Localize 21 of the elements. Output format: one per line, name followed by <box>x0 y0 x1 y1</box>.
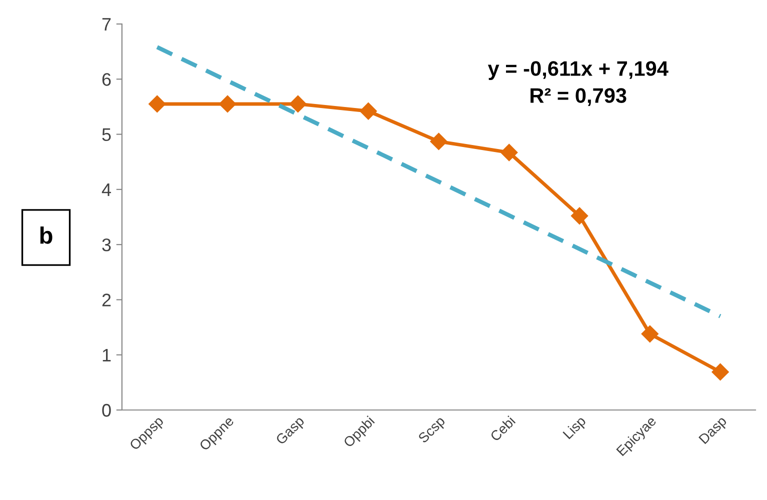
point <box>430 132 448 150</box>
point <box>218 95 236 113</box>
annotation: R² = 0,793 <box>530 88 626 106</box>
y-tick-label: 2 <box>102 294 111 306</box>
y-tick-label: 6 <box>102 73 111 86</box>
point <box>360 102 377 120</box>
y-tick-label: 0 <box>102 404 111 417</box>
y-tick-label: 1 <box>102 348 111 362</box>
point <box>500 144 518 162</box>
point <box>289 95 306 113</box>
y-tick-label: 5 <box>102 128 111 142</box>
point <box>570 207 588 224</box>
y-tick-label: 3 <box>102 238 111 252</box>
annotation: y = -0,611x + 7,194 <box>488 61 668 80</box>
point <box>641 325 658 342</box>
y-tick-label: 4 <box>102 184 112 196</box>
x-tick-label: Lisp <box>562 415 588 442</box>
point <box>712 363 729 381</box>
point <box>148 95 166 113</box>
y-tick-label: 7 <box>102 18 111 31</box>
text: b <box>40 226 52 244</box>
